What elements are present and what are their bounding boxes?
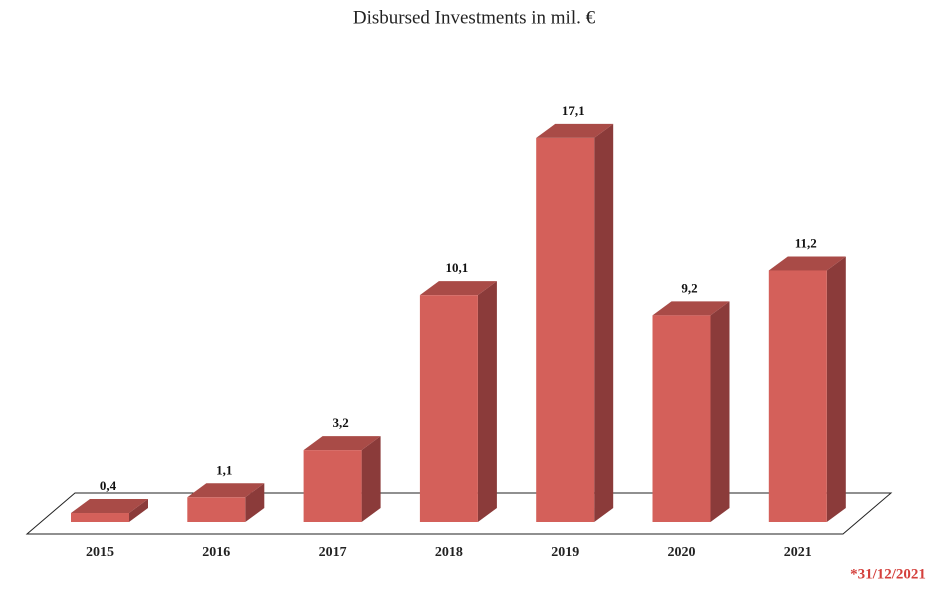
bar-side: [826, 256, 846, 522]
value-label: 17,1: [562, 103, 585, 118]
x-tick-label: 2021: [784, 545, 812, 560]
value-label: 9,2: [681, 280, 697, 295]
bar: [71, 513, 129, 522]
bar-side: [477, 281, 497, 522]
x-tick-label: 2018: [435, 545, 463, 560]
bar: [303, 450, 362, 522]
value-label: 0,4: [100, 478, 117, 493]
bar: [419, 295, 478, 522]
value-label: 1,1: [216, 462, 232, 477]
bar: [187, 497, 246, 522]
bar-top: [652, 301, 730, 316]
bar-side: [129, 499, 148, 522]
bar-top: [419, 281, 497, 296]
bar: [536, 137, 595, 522]
bar-top: [768, 256, 846, 271]
x-tick-label: 2020: [668, 545, 696, 560]
x-tick-label: 2017: [319, 545, 347, 560]
x-tick-label: 2019: [551, 545, 579, 560]
bar-top: [536, 123, 614, 138]
bar: [768, 270, 827, 522]
bar-top: [187, 483, 265, 498]
x-tick-label: 2015: [86, 545, 114, 560]
bar-side: [710, 301, 730, 522]
annotation: *31/12/2021: [850, 566, 926, 582]
value-label: 11,2: [795, 235, 817, 250]
bar: [652, 315, 711, 522]
bar-top: [303, 436, 381, 451]
x-tick-label: 2016: [202, 545, 230, 560]
bar-side: [361, 436, 381, 522]
value-label: 3,2: [332, 415, 348, 430]
chart-title: Disbursed Investments in mil. €: [353, 7, 596, 28]
bar-side: [594, 123, 614, 523]
value-label: 10,1: [446, 260, 469, 275]
bar-side: [245, 483, 265, 522]
bar-top: [71, 499, 148, 514]
